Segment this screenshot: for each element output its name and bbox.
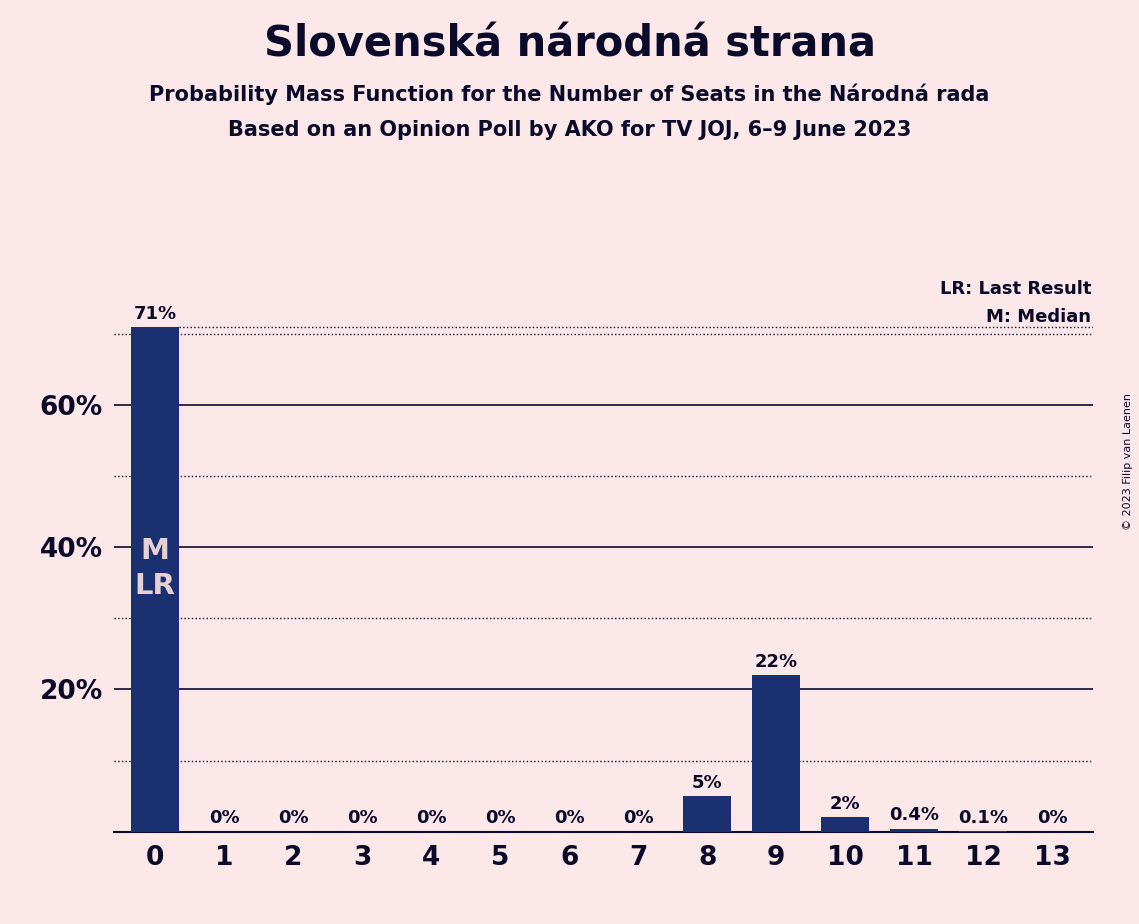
Text: Slovenská národná strana: Slovenská národná strana	[263, 23, 876, 65]
Text: M: Median: M: Median	[986, 308, 1091, 325]
Text: Probability Mass Function for the Number of Seats in the Národná rada: Probability Mass Function for the Number…	[149, 83, 990, 104]
Text: LR: Last Result: LR: Last Result	[940, 280, 1091, 298]
Text: 0%: 0%	[208, 809, 239, 827]
Text: 2%: 2%	[830, 796, 860, 813]
Text: 0%: 0%	[623, 809, 654, 827]
Text: 0%: 0%	[554, 809, 584, 827]
Text: M
LR: M LR	[134, 538, 175, 600]
Bar	[131, 327, 180, 832]
Text: Based on an Opinion Poll by AKO for TV JOJ, 6–9 June 2023: Based on an Opinion Poll by AKO for TV J…	[228, 120, 911, 140]
Text: 0.4%: 0.4%	[890, 807, 939, 824]
Text: 0%: 0%	[1036, 809, 1067, 827]
Bar	[683, 796, 731, 832]
Text: 0%: 0%	[416, 809, 446, 827]
Text: 5%: 5%	[691, 773, 722, 792]
Text: 22%: 22%	[754, 653, 797, 671]
Bar	[821, 818, 869, 832]
Text: 0.1%: 0.1%	[958, 808, 1008, 827]
Text: 0%: 0%	[485, 809, 516, 827]
Text: © 2023 Filip van Laenen: © 2023 Filip van Laenen	[1123, 394, 1133, 530]
Text: 71%: 71%	[133, 305, 177, 322]
Bar	[890, 829, 939, 832]
Bar	[752, 675, 801, 832]
Text: 0%: 0%	[347, 809, 377, 827]
Text: 0%: 0%	[278, 809, 309, 827]
